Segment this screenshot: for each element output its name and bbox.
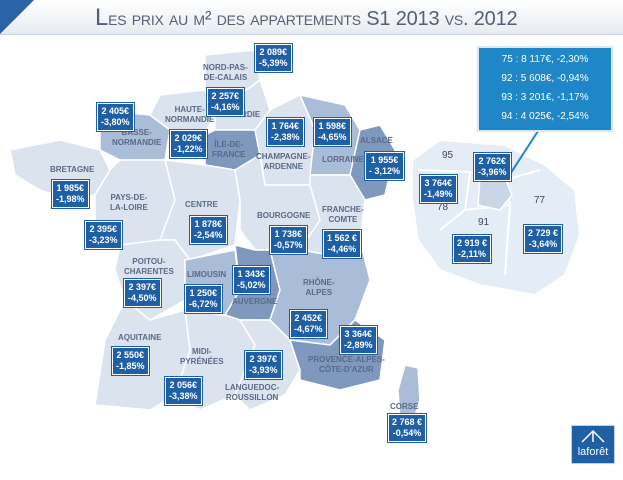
info-line-75: 75 : 8 117€, -2,30% <box>501 54 589 65</box>
price-box-franche-comte: 1 562 € -4,46% <box>323 230 362 258</box>
price-box-basse-normandie: 2 405€ -3,80% <box>97 103 134 131</box>
region-label-languedoc: LANGUEDOC- ROUSSILLON <box>225 383 280 402</box>
dept-label-91: 91 <box>478 217 490 228</box>
region-label-ile-de-france: ÎLE-DE- FRANCE <box>212 140 246 159</box>
price-box-paris: 2 762€ -3,96% <box>474 153 511 181</box>
price-box-pays-de-la-loire: 2 395€ -3,23% <box>85 221 122 249</box>
info-pointer-line <box>504 127 541 183</box>
region-label-pays-de-la-loire: PAYS-DE- LA-LOIRE <box>110 193 148 212</box>
region-label-nord: NORD-PAS- DE-CALAIS <box>203 63 248 82</box>
region-label-franche-comte: FRANCHE- COMTE <box>322 205 364 224</box>
price-box-champagne: 1 598€ -4,65% <box>314 118 351 146</box>
info-line-94: 94 : 4 025€, -2,54% <box>501 111 589 122</box>
price-box-limousin: 1 250€ -6,72% <box>185 285 222 313</box>
logo-text: laforêt <box>577 446 609 458</box>
price-box-auvergne: 1 343€ -5,02% <box>233 266 270 294</box>
price-box-poitou: 2 397€ -4,50% <box>124 279 161 307</box>
price-box-yvelines: 3 764€ -1,49% <box>420 175 457 203</box>
price-box-paca: 3 364€ -2,89% <box>340 326 377 354</box>
price-box-centre: 1 878€ -2,54% <box>190 216 227 244</box>
price-box-bretagne: 1 985€ -1,98% <box>52 180 89 208</box>
region-label-centre: CENTRE <box>185 200 218 209</box>
price-box-essonne: 2 919 € -2,11% <box>453 235 492 263</box>
title-bar: Les prix au m² des appartements S1 2013 … <box>0 0 623 35</box>
info-line-92: 92 : 5 608€, -0,94% <box>501 73 589 84</box>
region-label-auvergne: AUVERGNE <box>232 297 278 306</box>
dept-label-95: 95 <box>442 150 454 161</box>
logo-mark-icon <box>581 429 605 443</box>
price-box-rhone-alpes: 2 452€ -4,67% <box>290 310 327 338</box>
dept-label-78: 78 <box>437 202 449 213</box>
price-box-bourgogne: 1 738€ -0,57% <box>270 226 307 254</box>
region-label-bretagne: BRETAGNE <box>50 165 95 174</box>
price-box-seine-et-marne: 2 729 € -3,64% <box>524 225 563 253</box>
title-accent <box>0 0 34 34</box>
dept-label-77: 77 <box>534 195 546 206</box>
price-box-alsace: 1 955€ - 3,12% <box>365 152 405 180</box>
laforet-logo: laforêt <box>571 425 615 464</box>
region-label-poitou: POITOU- CHARENTES <box>124 257 174 276</box>
info-line-93: 93 : 3 201€, -1,17% <box>501 92 589 103</box>
region-label-corse: CORSE <box>390 402 419 411</box>
petite-couronne-info-box: 75 : 8 117€, -2,30% 92 : 5 608€, -0,94% … <box>477 46 613 132</box>
region-label-paca: PROVENCE-ALPES- CÔTE-D'AZUR <box>308 355 385 374</box>
price-box-languedoc: 2 397€ -3,93% <box>245 351 282 379</box>
price-box-ile-de-france: 1 764€ -2,38% <box>267 118 304 146</box>
region-label-haute-normandie: HAUTE- NORMANDIE <box>165 105 215 124</box>
price-box-nord: 2 089€ -5,39% <box>255 44 292 72</box>
price-box-midi-pyrenees: 2 056€ -3,38% <box>165 377 202 405</box>
region-label-alsace: ALSACE <box>360 136 393 145</box>
price-box-picardie: 2 257€ -4,16% <box>207 88 244 116</box>
region-label-basse-normandie: BASSE- NORMANDIE <box>112 128 162 147</box>
region-label-champagne: CHAMPAGNE- ARDENNE <box>256 152 311 171</box>
region-label-limousin: LIMOUSIN <box>187 270 227 279</box>
region-label-bourgogne: BOURGOGNE <box>257 211 311 220</box>
price-box-haute-normandie: 2 029€ -1,22% <box>170 130 207 158</box>
region-label-aquitaine: AQUITAINE <box>118 333 162 342</box>
price-box-corse: 2 768 € -0,54% <box>388 414 427 442</box>
region-label-lorraine: LORRAINE <box>322 155 364 164</box>
region-label-rhone-alpes: RHÔNE- ALPES <box>303 278 335 297</box>
page-title: Les prix au m² des appartements S1 2013 … <box>95 4 518 31</box>
price-box-aquitaine: 2 550€ -1,85% <box>112 347 149 375</box>
region-label-midi-pyrenees: MIDI- PYRÉNÉES <box>180 347 224 366</box>
